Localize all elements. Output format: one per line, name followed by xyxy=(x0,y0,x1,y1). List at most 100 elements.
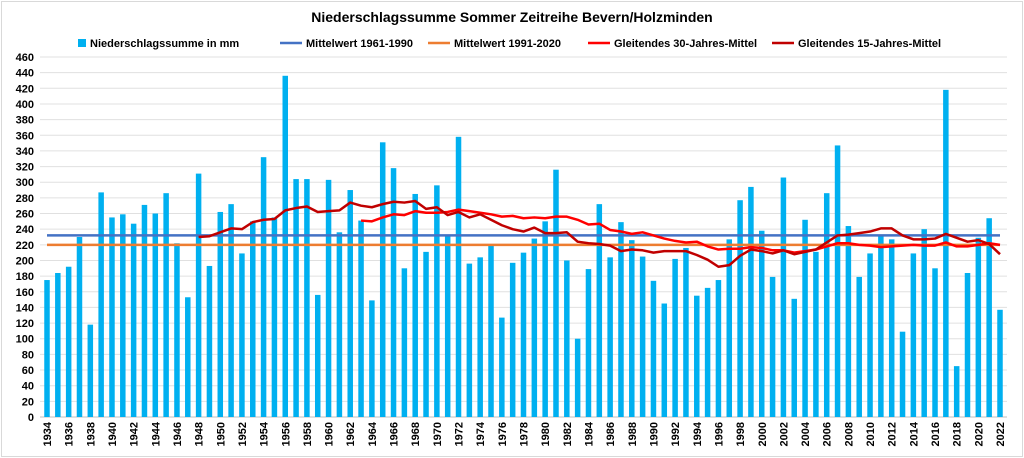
bar xyxy=(932,268,938,417)
x-tick-label: 2002 xyxy=(778,422,790,446)
x-tick-label: 1988 xyxy=(627,422,639,446)
x-tick-label: 1952 xyxy=(237,422,249,446)
y-tick-label: 200 xyxy=(16,255,34,267)
y-tick-label: 460 xyxy=(16,52,34,64)
x-tick-label: 2018 xyxy=(952,422,964,446)
x-tick-label: 1980 xyxy=(540,422,552,446)
x-tick-label: 1942 xyxy=(129,422,141,446)
bar xyxy=(488,245,494,417)
x-tick-label: 1998 xyxy=(735,422,747,446)
bar xyxy=(683,247,689,417)
bar xyxy=(336,232,343,417)
bar xyxy=(834,145,841,417)
bar xyxy=(455,136,462,417)
bar xyxy=(130,223,137,417)
x-tick-label: 1936 xyxy=(64,422,76,446)
bar xyxy=(206,265,213,417)
x-tick-label: 1948 xyxy=(194,422,206,446)
bar xyxy=(282,75,288,418)
bar xyxy=(564,260,570,417)
bar xyxy=(921,229,927,417)
x-tick-label: 1986 xyxy=(605,422,617,446)
bar xyxy=(542,221,548,417)
x-tick-label: 1990 xyxy=(648,422,660,446)
bar xyxy=(802,219,808,417)
y-tick-label: 400 xyxy=(16,99,34,111)
x-tick-label: 1958 xyxy=(302,422,314,446)
y-tick-label: 320 xyxy=(16,162,34,174)
y-tick-label: 120 xyxy=(16,318,34,330)
bar xyxy=(910,253,917,417)
bar xyxy=(217,211,224,417)
bars xyxy=(44,75,1003,418)
legend-label: Gleitendes 30-Jahres-Mittel xyxy=(614,38,757,50)
legend-swatch xyxy=(78,39,86,47)
bar xyxy=(109,217,115,417)
y-tick-label: 180 xyxy=(16,271,34,283)
y-tick-label: 280 xyxy=(16,193,34,205)
y-tick-label: 220 xyxy=(16,240,34,252)
bar xyxy=(520,252,527,417)
bar xyxy=(759,230,765,417)
legend-label: Mittelwert 1961-1990 xyxy=(306,38,413,50)
y-tick-label: 80 xyxy=(22,349,34,361)
chart-title: Niederschlagssumme Sommer Zeitreihe Beve… xyxy=(311,9,712,25)
bar xyxy=(509,262,516,417)
bar xyxy=(412,193,418,417)
bar xyxy=(369,300,375,417)
bar xyxy=(379,142,386,417)
bar xyxy=(120,214,126,417)
legend-label: Gleitendes 15-Jahres-Mittel xyxy=(798,38,941,50)
bar xyxy=(98,192,104,417)
bar xyxy=(878,236,884,417)
bar xyxy=(888,239,895,417)
bar xyxy=(76,237,83,417)
legend: Niederschlagssumme in mm Mittelwert 1961-… xyxy=(78,38,941,50)
bar xyxy=(423,251,429,417)
x-tick-label: 1964 xyxy=(367,421,379,446)
y-tick-label: 0 xyxy=(28,412,34,424)
x-tick-label: 1944 xyxy=(150,421,162,446)
bar xyxy=(434,185,440,417)
bar xyxy=(358,220,364,417)
bar xyxy=(466,263,473,417)
bar xyxy=(228,204,234,417)
bar xyxy=(856,276,862,417)
x-tick-label: 2014 xyxy=(908,421,920,446)
x-tick-label: 1982 xyxy=(562,422,574,446)
bar xyxy=(304,179,310,417)
bar xyxy=(531,238,538,417)
x-tick-label: 1984 xyxy=(583,421,595,446)
moving-average-line xyxy=(198,199,1001,268)
bar xyxy=(55,273,61,417)
bar xyxy=(65,266,72,417)
bar xyxy=(997,309,1003,417)
bar xyxy=(769,276,776,417)
x-tick-label: 2016 xyxy=(930,422,942,446)
bar xyxy=(444,236,451,417)
bar xyxy=(477,257,483,417)
bar xyxy=(87,324,94,417)
bar xyxy=(704,287,711,417)
y-tick-label: 100 xyxy=(16,334,34,346)
bar xyxy=(639,256,646,417)
x-tick-label: 1962 xyxy=(345,422,357,446)
y-tick-label: 300 xyxy=(16,177,34,189)
bar xyxy=(185,297,191,417)
x-tick-label: 2006 xyxy=(822,422,834,446)
bar xyxy=(867,253,873,417)
x-tick-label: 2000 xyxy=(757,422,769,446)
bar xyxy=(650,280,657,417)
x-axis-ticks: 1934 1936 1938 1940 1942 1944 1946 1948 1950 1952… xyxy=(42,421,1007,446)
bar xyxy=(271,217,278,417)
moving-average-line xyxy=(360,208,1001,254)
bar xyxy=(899,331,906,417)
x-tick-label: 2020 xyxy=(973,422,985,446)
bar xyxy=(607,257,613,417)
bar xyxy=(629,240,635,417)
bar xyxy=(260,157,267,417)
bar xyxy=(715,280,722,417)
bar xyxy=(986,218,992,417)
bar xyxy=(174,243,180,417)
